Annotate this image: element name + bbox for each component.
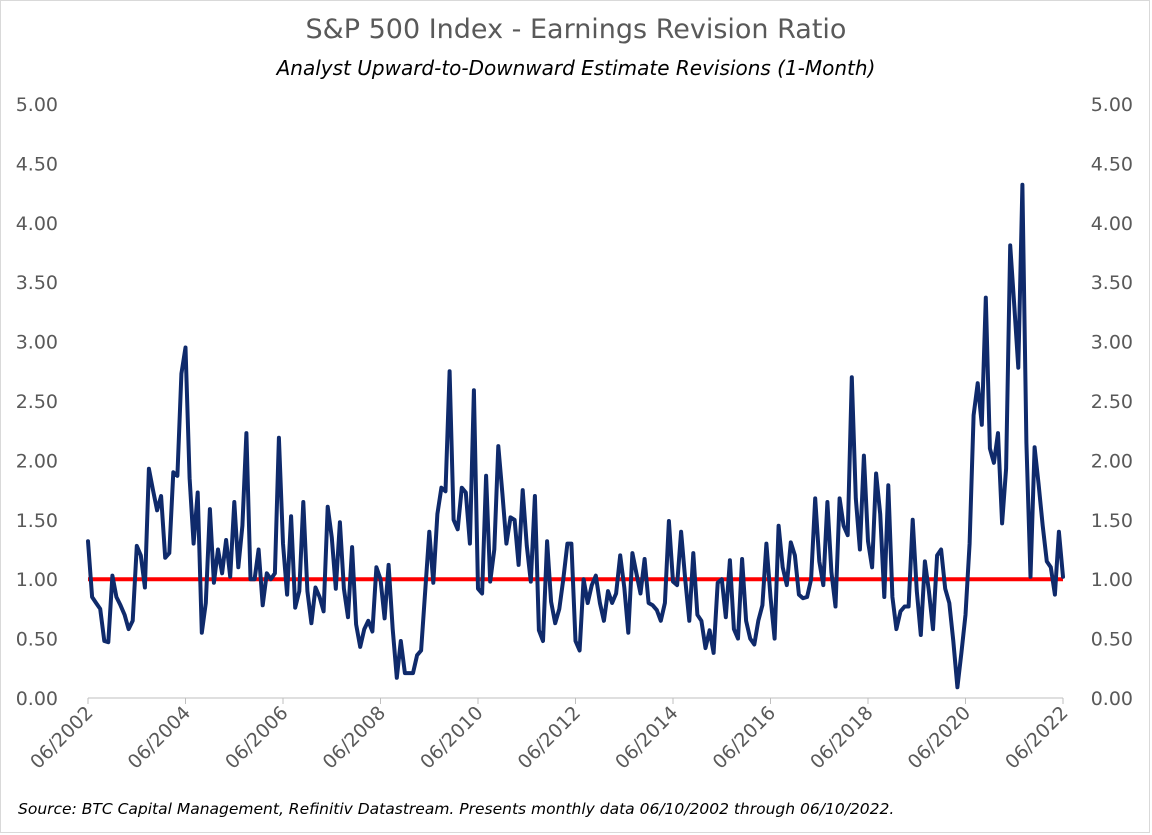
chart-title: S&P 500 Index - Earnings Revision Ratio bbox=[305, 14, 847, 45]
y-tick-right-8: 4.00 bbox=[1091, 213, 1133, 235]
y-tick-left-6: 3.00 bbox=[16, 332, 58, 354]
y-tick-right-6: 3.00 bbox=[1091, 332, 1133, 354]
y-tick-right-2: 1.00 bbox=[1091, 569, 1133, 591]
x-tick-label-8: 06/2018 bbox=[806, 702, 877, 773]
y-tick-left-3: 1.50 bbox=[16, 510, 58, 532]
y-tick-right-5: 2.50 bbox=[1091, 391, 1133, 413]
x-tick-label-4: 06/2010 bbox=[416, 702, 487, 773]
y-tick-left-9: 4.50 bbox=[16, 153, 58, 175]
y-tick-left-5: 2.50 bbox=[16, 391, 58, 413]
x-axis-labels: 06/2002 06/2004 06/2006 06/2008 06/2010 06/20… bbox=[26, 702, 1072, 773]
y-tick-right-0: 0.00 bbox=[1091, 688, 1133, 710]
y-tick-right-3: 1.50 bbox=[1091, 510, 1133, 532]
y-tick-left-2: 1.00 bbox=[16, 569, 58, 591]
x-tick-label-5: 06/2012 bbox=[514, 702, 585, 773]
chart-subtitle: Analyst Upward-to-Downward Estimate Revi… bbox=[276, 56, 876, 80]
y-tick-right-1: 0.50 bbox=[1091, 629, 1133, 651]
x-tick-label-9: 06/2020 bbox=[904, 702, 975, 773]
x-tick-label-2: 06/2006 bbox=[221, 702, 292, 773]
x-axis bbox=[87, 697, 1064, 704]
series-line bbox=[86, 182, 1065, 690]
x-tick-label-3: 06/2008 bbox=[319, 702, 390, 773]
x-tick-label-0: 06/2002 bbox=[26, 702, 97, 773]
y-tick-left-7: 3.50 bbox=[16, 272, 58, 294]
x-tick-label-6: 06/2014 bbox=[611, 702, 682, 773]
y-tick-right-7: 3.50 bbox=[1091, 272, 1133, 294]
y-tick-left-10: 5.00 bbox=[16, 94, 58, 116]
x-tick-label-7: 06/2016 bbox=[709, 702, 780, 773]
y-axis-left: 0.00 0.50 1.00 1.50 2.00 2.50 3.00 3.50 4.00 4.50… bbox=[16, 94, 58, 710]
y-axis-right: 0.00 0.50 1.00 1.50 2.00 2.50 3.00 3.50 4.00 4.50… bbox=[1091, 94, 1133, 710]
y-tick-right-10: 5.00 bbox=[1091, 94, 1133, 116]
y-tick-left-0: 0.00 bbox=[16, 688, 58, 710]
y-tick-right-4: 2.00 bbox=[1091, 450, 1133, 472]
y-tick-left-1: 0.50 bbox=[16, 629, 58, 651]
x-tick-label-1: 06/2004 bbox=[124, 702, 195, 773]
y-tick-left-8: 4.00 bbox=[16, 213, 58, 235]
x-tick-label-10: 06/2022 bbox=[1001, 702, 1072, 773]
source-note: Source: BTC Capital Management, Refiniti… bbox=[18, 800, 895, 818]
y-tick-left-4: 2.00 bbox=[16, 450, 58, 472]
y-tick-right-9: 4.50 bbox=[1091, 153, 1133, 175]
